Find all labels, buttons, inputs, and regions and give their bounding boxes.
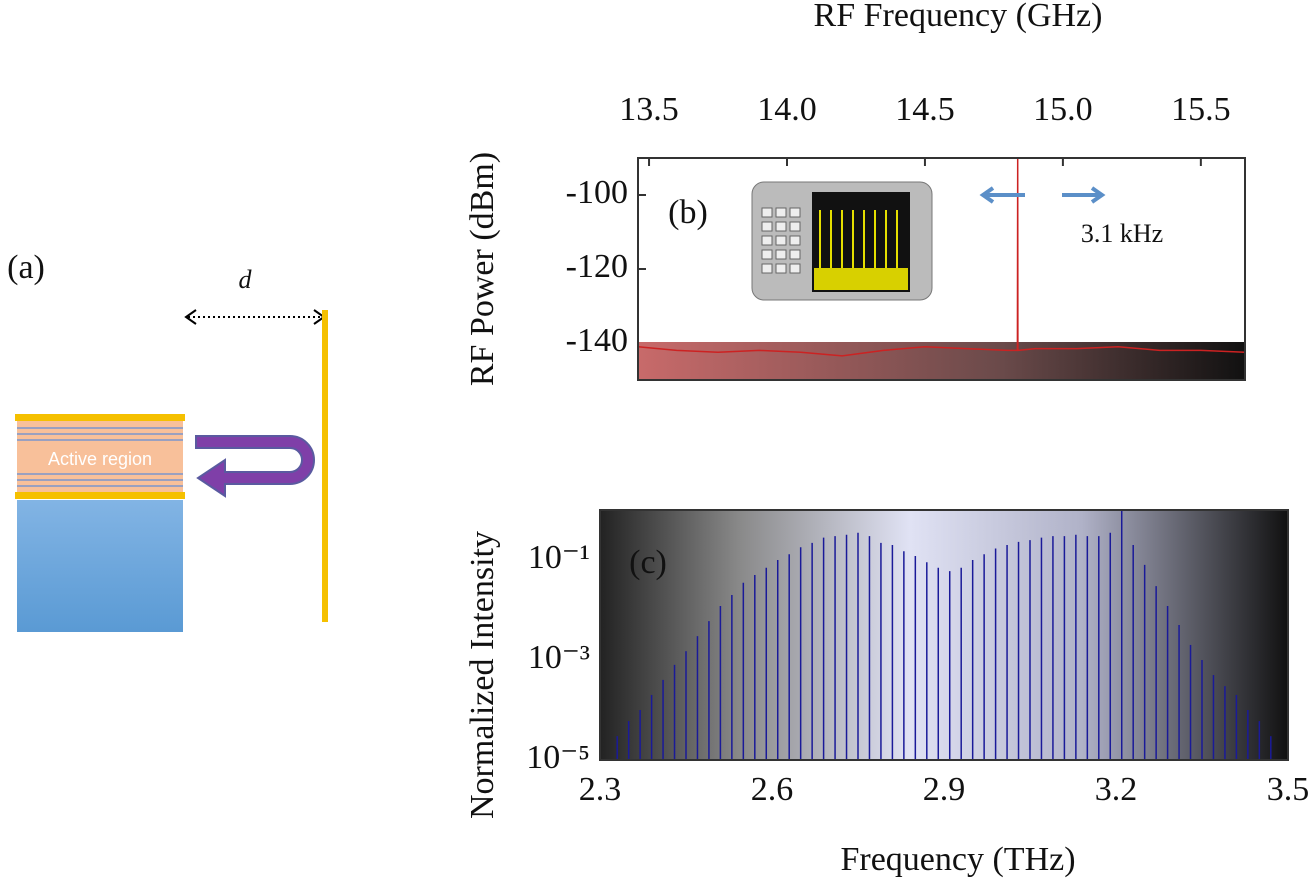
x-axis-label: Frequency (THz): [840, 841, 1075, 878]
y-tick-label: -120: [566, 248, 628, 285]
icon-key: [775, 249, 787, 260]
x-tick-label: 14.0: [757, 91, 817, 128]
icon-key: [775, 207, 787, 218]
y-tick-label: 10⁻³: [528, 639, 590, 676]
analyzer-icon: [751, 181, 933, 301]
icon-key: [761, 235, 773, 246]
spectrum-line: [637, 157, 1246, 357]
x-tick-label: 14.5: [895, 91, 955, 128]
icon-key: [775, 263, 787, 274]
y-axis-label: Normalized Intensity: [464, 531, 501, 819]
span-arrows: [979, 186, 1106, 204]
icon-key: [789, 207, 801, 218]
top-contact: [15, 414, 185, 421]
icon-key: [775, 221, 787, 232]
icon-key: [789, 263, 801, 274]
icon-key: [789, 235, 801, 246]
x-tick-label: 2.9: [923, 771, 966, 808]
icon-key: [789, 221, 801, 232]
icon-floor: [814, 268, 908, 290]
substrate: [17, 500, 183, 632]
icon-key: [789, 249, 801, 260]
x-tick-label: 15.0: [1033, 91, 1093, 128]
icon-key: [775, 235, 787, 246]
x-tick-label: 13.5: [619, 91, 679, 128]
plot-frame: [599, 509, 1289, 761]
panel-label: (a): [7, 249, 45, 286]
feedback-arrow: [195, 435, 315, 498]
x-tick-label: 3.2: [1095, 771, 1138, 808]
x-tick-label: 2.3: [579, 771, 622, 808]
y-tick-label: -100: [566, 174, 628, 211]
charts: 13.5 14.0 14.5 15.0 15.5 -100 -120 -140 (b) RF Po…: [464, 0, 1309, 878]
plot-frame: [637, 157, 1246, 381]
region-label: Active region: [48, 449, 152, 469]
x-tick-label: 15.5: [1171, 91, 1231, 128]
y-axis-label: RF Power (dBm): [464, 152, 501, 386]
x-tick-label: 3.5: [1267, 771, 1310, 808]
icon-key: [761, 249, 773, 260]
plot-background: [600, 510, 1288, 760]
panel-label: (c): [629, 544, 667, 581]
panel-label: (b): [668, 194, 708, 231]
active-region: [17, 420, 183, 494]
y-tick-label: -140: [566, 322, 628, 359]
mirror: [322, 310, 328, 622]
x-tick-label: 2.6: [751, 771, 794, 808]
icon-key: [761, 207, 773, 218]
x-axis-title: RF Frequency (GHz): [814, 0, 1103, 34]
bottom-contact: [15, 492, 185, 499]
icon-key: [761, 221, 773, 232]
annotation: 3.1 kHz: [1081, 219, 1163, 248]
diagram: (a) d Active region: [7, 249, 328, 632]
y-tick-label: 10⁻⁵: [526, 739, 590, 776]
y-tick-label: 10⁻¹: [528, 539, 590, 576]
layers: [17, 427, 183, 487]
distance-label: d: [239, 265, 253, 294]
icon-key: [761, 263, 773, 274]
